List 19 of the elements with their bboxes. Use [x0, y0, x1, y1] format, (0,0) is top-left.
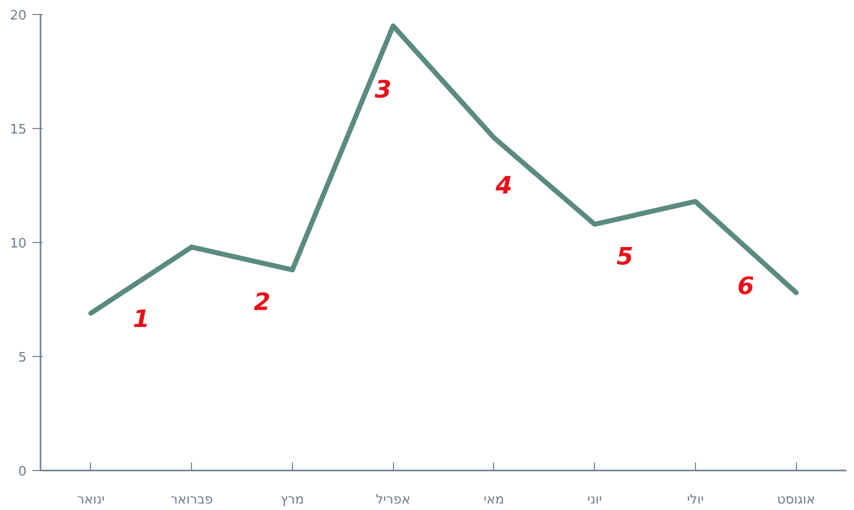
y-tick-label: 20 — [10, 8, 27, 24]
y-tick-label: 0 — [18, 464, 27, 480]
annotation: 1 — [132, 305, 150, 334]
annotation: 2 — [254, 288, 271, 316]
x-tick-label: מרץ — [280, 492, 304, 508]
y-tick-label: 15 — [10, 122, 27, 138]
annotation: 3 — [374, 75, 392, 104]
x-tick-label: מאי — [484, 492, 504, 508]
annotation: 4 — [494, 171, 512, 200]
annotation: 5 — [616, 242, 634, 270]
x-tick-label: ינואר — [77, 492, 105, 508]
annotation: 6 — [737, 272, 754, 300]
x-tick-label: יולי — [687, 492, 704, 508]
x-tick-label: יוני — [587, 492, 602, 508]
x-tick-label: פברואר — [170, 492, 213, 508]
y-tick-label: 10 — [10, 236, 27, 252]
y-tick-label: 5 — [18, 350, 27, 366]
x-tick-label: אוגוסט — [777, 492, 816, 508]
x-tick-label: אפריל — [376, 492, 410, 508]
